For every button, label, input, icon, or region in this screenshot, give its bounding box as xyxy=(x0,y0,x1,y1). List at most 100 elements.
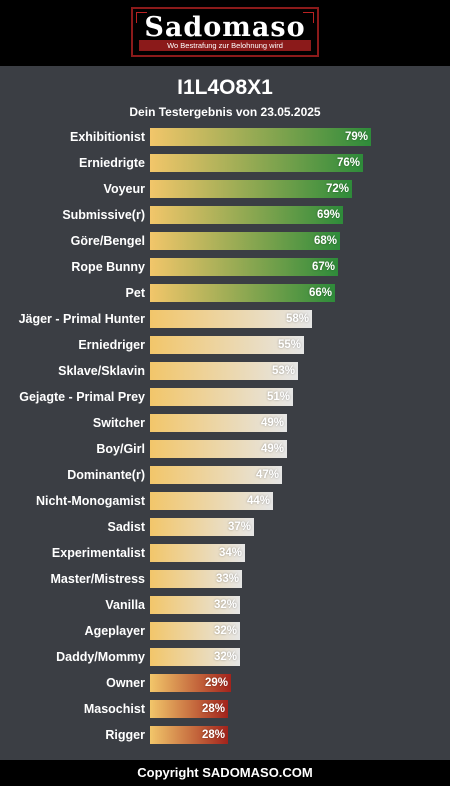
logo-ornament xyxy=(303,12,314,23)
chart-row: Gejagte - Primal Prey 51% xyxy=(0,388,450,406)
category-label: Erniedrigte xyxy=(79,156,145,170)
bar-value-label: 67% xyxy=(311,261,335,273)
category-label: Masochist xyxy=(83,702,145,716)
result-bar: 32% xyxy=(150,648,240,666)
logo-ornament xyxy=(136,12,147,23)
category-label: Exhibitionist xyxy=(70,130,145,144)
category-label: Erniedriger xyxy=(78,338,145,352)
result-bar: 55% xyxy=(150,336,304,354)
result-bar: 29% xyxy=(150,674,231,692)
category-label: Voyeur xyxy=(103,182,145,196)
result-bar: 53% xyxy=(150,362,298,380)
chart-row: Boy/Girl 49% xyxy=(0,440,450,458)
chart-row: Dominante(r) 47% xyxy=(0,466,450,484)
result-subtitle: Dein Testergebnis von 23.05.2025 xyxy=(129,105,321,119)
category-label: Vanilla xyxy=(105,598,145,612)
category-label: Owner xyxy=(106,676,145,690)
category-label: Sklave/Sklavin xyxy=(58,364,145,378)
chart-row: Exhibitionist 79% xyxy=(0,128,450,146)
bar-value-label: 29% xyxy=(204,677,228,689)
bar-value-label: 72% xyxy=(325,183,349,195)
bar-value-label: 58% xyxy=(285,313,309,325)
bar-value-label: 28% xyxy=(201,703,225,715)
bar-value-label: 49% xyxy=(260,443,284,455)
category-label: Dominante(r) xyxy=(67,468,145,482)
result-bar: 76% xyxy=(150,154,363,172)
bar-value-label: 51% xyxy=(266,391,290,403)
bar-value-label: 34% xyxy=(218,547,242,559)
result-bar: 47% xyxy=(150,466,282,484)
result-bar: 34% xyxy=(150,544,245,562)
result-bar: 51% xyxy=(150,388,293,406)
category-label: Jäger - Primal Hunter xyxy=(18,312,145,326)
category-label: Boy/Girl xyxy=(96,442,145,456)
chart-row: Nicht-Monogamist 44% xyxy=(0,492,450,510)
category-label: Rigger xyxy=(105,728,145,742)
category-label: Experimentalist xyxy=(51,546,145,560)
category-label: Nicht-Monogamist xyxy=(35,494,145,508)
result-bar: 37% xyxy=(150,518,254,536)
result-bar: 44% xyxy=(150,492,273,510)
chart-row: Switcher 49% xyxy=(0,414,450,432)
bar-value-label: 28% xyxy=(201,729,225,741)
category-label: Daddy/Mommy xyxy=(56,650,145,664)
bar-value-label: 33% xyxy=(215,573,239,585)
result-bar: 68% xyxy=(150,232,340,250)
bar-value-label: 49% xyxy=(260,417,284,429)
chart-row: Jäger - Primal Hunter 58% xyxy=(0,310,450,328)
bar-value-label: 66% xyxy=(308,287,332,299)
copyright-footer: Copyright SADOMASO.COM xyxy=(0,760,450,786)
category-label: Master/Mistress xyxy=(50,572,146,586)
chart-row: Ageplayer 32% xyxy=(0,622,450,640)
category-label: Göre/Bengel xyxy=(70,234,145,248)
category-label: Rope Bunny xyxy=(71,260,145,274)
bar-value-label: 44% xyxy=(246,495,270,507)
logo-wordmark: Sadomaso xyxy=(144,12,306,43)
chart-row: Owner 29% xyxy=(0,674,450,692)
result-title: I1L4O8X1 xyxy=(177,76,273,99)
chart-row: Rigger 28% xyxy=(0,726,450,744)
category-label: Pet xyxy=(125,286,145,300)
chart-row: Sklave/Sklavin 53% xyxy=(0,362,450,380)
category-label: Ageplayer xyxy=(84,624,145,638)
result-bar: 32% xyxy=(150,596,240,614)
category-label: Sadist xyxy=(107,520,145,534)
chart-row: Erniedrigte 76% xyxy=(0,154,450,172)
chart-row: Experimentalist 34% xyxy=(0,544,450,562)
bar-value-label: 79% xyxy=(344,131,368,143)
chart-row: Sadist 37% xyxy=(0,518,450,536)
bar-value-label: 32% xyxy=(213,651,237,663)
chart-row: Rope Bunny 67% xyxy=(0,258,450,276)
bar-value-label: 55% xyxy=(277,339,301,351)
chart-row: Pet 66% xyxy=(0,284,450,302)
bar-value-label: 68% xyxy=(313,235,337,247)
chart-row: Vanilla 32% xyxy=(0,596,450,614)
bar-value-label: 53% xyxy=(271,365,295,377)
result-bar: 28% xyxy=(150,700,228,718)
chart-row: Submissive(r) 69% xyxy=(0,206,450,224)
logo-tagline: Wo Bestrafung zur Belohnung wird xyxy=(139,40,311,51)
chart-row: Voyeur 72% xyxy=(0,180,450,198)
result-bar: 28% xyxy=(150,726,228,744)
result-bar-chart: Exhibitionist 79% Erniedrigte 76% Voyeur 72% S… xyxy=(0,126,450,750)
result-bar: 67% xyxy=(150,258,338,276)
bar-value-label: 32% xyxy=(213,625,237,637)
site-logo[interactable]: Sadomaso Wo Bestrafung zur Belohnung wir… xyxy=(131,7,319,57)
chart-row: Daddy/Mommy 32% xyxy=(0,648,450,666)
result-bar: 69% xyxy=(150,206,343,224)
result-bar: 58% xyxy=(150,310,312,328)
result-bar: 49% xyxy=(150,414,287,432)
bar-value-label: 47% xyxy=(255,469,279,481)
result-bar: 66% xyxy=(150,284,335,302)
result-bar: 72% xyxy=(150,180,352,198)
result-bar: 32% xyxy=(150,622,240,640)
category-label: Submissive(r) xyxy=(62,208,145,222)
bar-value-label: 32% xyxy=(213,599,237,611)
result-bar: 49% xyxy=(150,440,287,458)
chart-row: Erniedriger 55% xyxy=(0,336,450,354)
chart-row: Göre/Bengel 68% xyxy=(0,232,450,250)
category-label: Switcher xyxy=(92,416,145,430)
chart-row: Masochist 28% xyxy=(0,700,450,718)
result-bar: 33% xyxy=(150,570,242,588)
bar-value-label: 69% xyxy=(316,209,340,221)
